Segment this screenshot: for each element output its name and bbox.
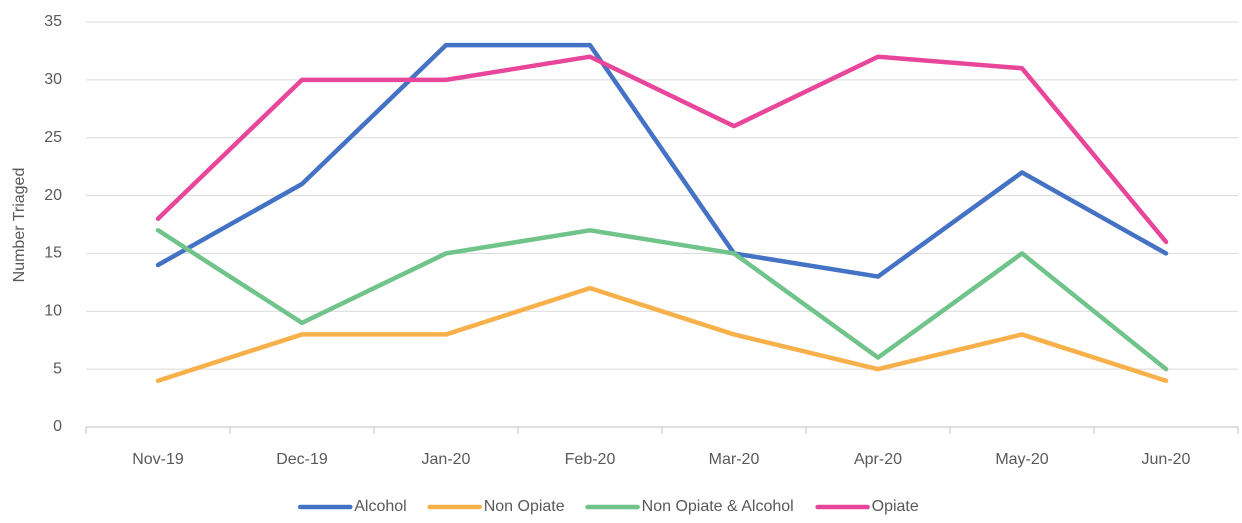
x-tick-label: Jan-20 [422,451,471,468]
y-tick-label: 0 [53,418,62,435]
y-tick-label: 35 [44,13,62,30]
x-tick-label: Dec-19 [276,451,328,468]
series-line [155,54,1169,245]
x-tick-label: Mar-20 [709,451,760,468]
legend-label: Non Opiate & Alcohol [642,498,794,515]
x-tick-label: May-20 [995,451,1048,468]
x-tick-label: Apr-20 [854,451,902,468]
y-tick-label: 5 [53,360,62,377]
series-line [155,228,1169,372]
y-tick-label: 15 [44,245,62,262]
x-tick-label: Feb-20 [565,451,616,468]
y-axis-label: Number Triaged [11,168,28,283]
x-tick-label: Jun-20 [1142,451,1191,468]
y-tick-label: 25 [44,129,62,146]
y-tick-label: 30 [44,71,62,88]
series-line [155,42,1169,279]
y-tick-label: 20 [44,187,62,204]
legend-label: Alcohol [354,498,406,515]
legend-label: Non Opiate [484,498,565,515]
y-tick-label: 10 [44,303,62,320]
legend-label: Opiate [872,498,919,515]
x-tick-label: Nov-19 [132,451,184,468]
series-line [155,285,1169,383]
